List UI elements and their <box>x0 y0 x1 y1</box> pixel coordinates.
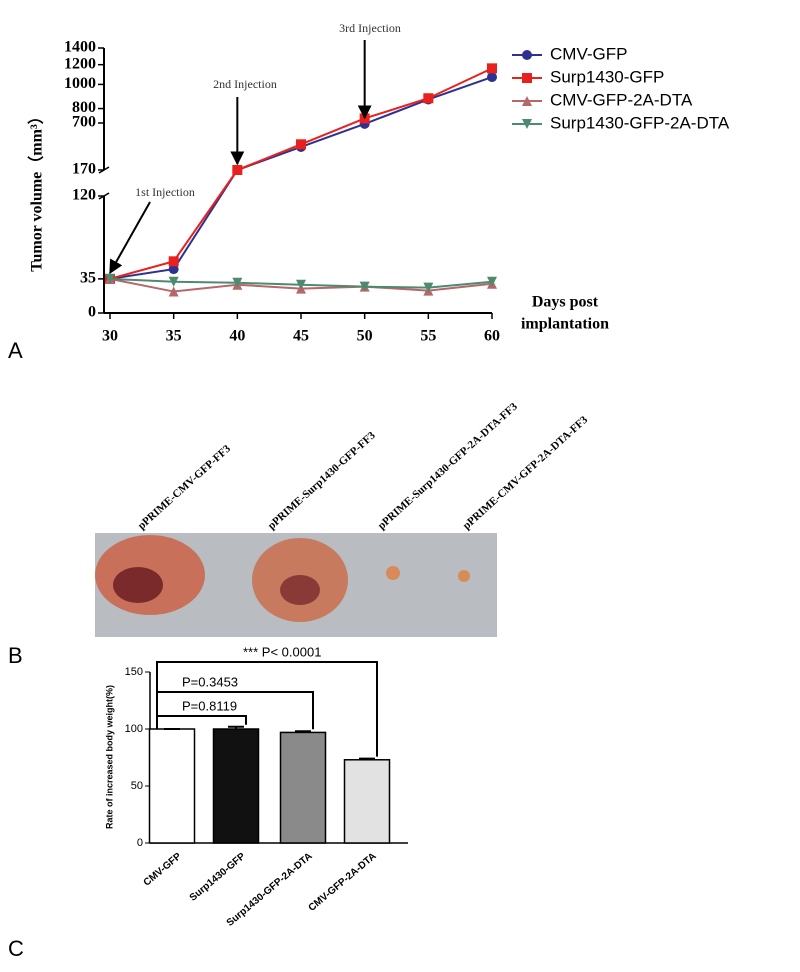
series-line <box>109 67 493 280</box>
error-bar <box>228 725 244 729</box>
annotation: 1st Injection <box>135 185 195 199</box>
error-bar <box>359 757 375 760</box>
photo-label: pPRIME-CMV-GFP-FF3 <box>136 442 234 532</box>
annotation: 2nd Injection <box>213 77 277 91</box>
legend-marker <box>522 50 532 60</box>
data-point <box>487 63 497 74</box>
y-tick-label: 0 <box>88 304 96 321</box>
x-tick-label: 50 <box>357 328 373 345</box>
data-point <box>359 281 370 292</box>
y-tick-label: 0 <box>137 837 143 849</box>
y-tick-label: 35 <box>80 270 96 287</box>
y-tick-label: 150 <box>125 666 143 678</box>
bar <box>212 728 260 844</box>
y-tick-label: 1000 <box>64 75 96 92</box>
x-tick-label: 40 <box>229 328 245 345</box>
legend-label: CMV-GFP-2A-DTA <box>550 90 693 109</box>
y-axis-label: Rate of increased body weight(%) <box>104 685 114 829</box>
panel-label: B <box>8 643 23 668</box>
error-bar <box>295 730 311 733</box>
photo-label: pPRIME-Surp1430-GFP-2A-DTA-FF3 <box>376 400 520 532</box>
annotation-arrow <box>109 201 151 275</box>
panel-label: A <box>8 338 23 363</box>
data-point <box>487 72 497 83</box>
bar <box>148 728 196 844</box>
y-tick-label: 100 <box>125 723 143 735</box>
legend-marker <box>522 73 532 83</box>
data-point <box>487 276 497 287</box>
data-point <box>168 256 179 267</box>
x-tick-label: 55 <box>420 328 436 345</box>
series-line <box>109 76 493 280</box>
data-point <box>296 279 306 290</box>
tumor-core <box>113 567 163 603</box>
legend-label: Surp1430-GFP <box>550 67 664 86</box>
panel-label: C <box>8 936 24 961</box>
legend-label: Surp1430-GFP-2A-DTA <box>550 113 730 132</box>
x-tick-label: 45 <box>293 328 309 345</box>
y-tick-label: 170 <box>72 161 96 178</box>
data-point <box>168 264 179 275</box>
data-point <box>232 277 243 288</box>
legend-marker <box>522 119 532 129</box>
y-tick-label: 800 <box>72 99 96 116</box>
bar <box>343 759 391 844</box>
data-point <box>423 282 434 293</box>
tumor-core <box>280 575 320 605</box>
data-point <box>232 165 243 175</box>
tumor <box>458 570 470 582</box>
x-tick-label: 30 <box>102 328 118 345</box>
comparison-label: *** P< 0.0001 <box>243 644 321 659</box>
x-tick-label: Surp1430-GFP <box>188 851 248 904</box>
annotation: 3rd Injection <box>339 21 401 35</box>
data-point <box>168 276 179 287</box>
x-axis-label: Days post <box>532 294 599 311</box>
comparison-bracket <box>156 661 378 757</box>
legend-label: CMV-GFP <box>550 44 627 63</box>
y-tick-label: 700 <box>72 114 96 131</box>
x-tick-label: CMV-GFP-2A-DTA <box>307 851 379 914</box>
data-point <box>423 93 434 104</box>
y-axis-label: Tumor volume（mm³） <box>28 108 46 271</box>
y-tick-label: 1200 <box>64 55 96 72</box>
photo-label: pPRIME-Surp1430-GFP-FF3 <box>266 429 378 532</box>
comparison-label: P=0.8119 <box>182 698 237 713</box>
data-point <box>105 273 115 284</box>
tumor <box>386 566 400 580</box>
y-tick-label: 1400 <box>64 39 96 56</box>
x-tick-label: 35 <box>166 328 182 345</box>
data-point <box>168 286 179 297</box>
comparison-label: P=0.3453 <box>182 674 238 689</box>
data-point <box>296 139 306 150</box>
x-tick-label: 60 <box>484 328 500 345</box>
x-axis-label: implantation <box>521 316 609 333</box>
y-tick-label: 50 <box>131 780 143 792</box>
x-tick-label: CMV-GFP <box>142 851 184 889</box>
y-tick-label: 120 <box>72 187 96 204</box>
bar <box>279 731 327 844</box>
legend-marker <box>522 96 532 106</box>
